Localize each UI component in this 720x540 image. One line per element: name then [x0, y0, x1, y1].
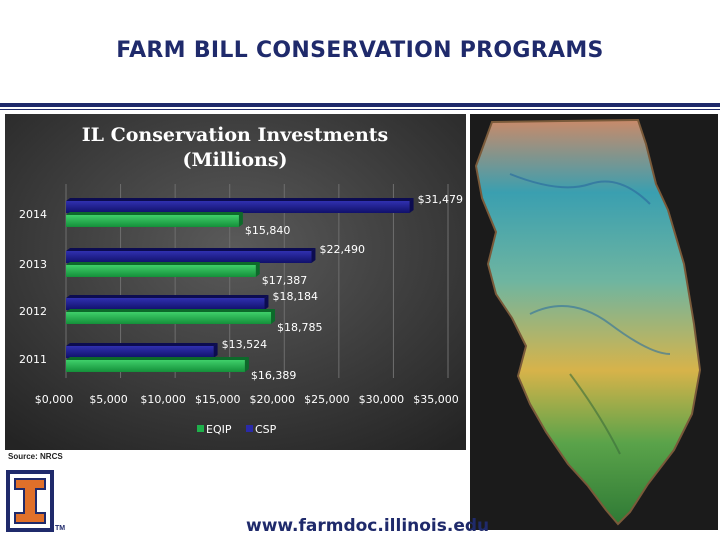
csp-data-label: $31,479: [418, 193, 464, 206]
category-label: 2014: [19, 208, 47, 221]
x-tick-label: $30,000: [359, 393, 405, 406]
x-tick-label: $15,000: [195, 393, 241, 406]
csp-data-label: $18,184: [272, 290, 318, 303]
legend-label: EQIP: [206, 423, 232, 436]
csp-bar-top: [66, 295, 269, 298]
csp-data-label: $22,490: [319, 243, 365, 256]
x-tick-label: $35,000: [413, 393, 459, 406]
eqip-bar-top: [66, 309, 276, 312]
chart-title-line-1: IL Conservation Investments: [82, 124, 389, 146]
eqip-bar: [66, 312, 272, 324]
eqip-bar: [66, 265, 256, 277]
trademark-mark: TM: [55, 525, 66, 532]
eqip-data-label: $16,389: [251, 369, 296, 382]
source-note: Source: NRCS: [8, 452, 63, 461]
csp-bar-side: [213, 343, 218, 358]
x-tick-label: $25,000: [304, 393, 350, 406]
eqip-bar-side: [271, 309, 276, 324]
eqip-bar-side: [255, 262, 260, 277]
x-tick-label: $20,000: [250, 393, 296, 406]
eqip-bar-top: [66, 212, 243, 215]
category-label: 2012: [19, 305, 47, 318]
title-rule-thin: [0, 109, 720, 110]
category-labels: 2014 2013 2012 2011: [19, 208, 47, 366]
chart-title-line-2: (Millions): [182, 149, 287, 171]
csp-bar: [66, 201, 410, 213]
csp-bar: [66, 346, 214, 358]
illinois-block-i-logo: [6, 470, 54, 532]
eqip-bar-top: [66, 262, 260, 265]
website-url[interactable]: www.farmdoc.illinois.edu: [246, 516, 490, 536]
eqip-bar-side: [238, 212, 243, 227]
csp-data-label: $13,524: [222, 338, 268, 351]
csp-bar-top: [66, 198, 414, 201]
eqip-bar-top: [66, 357, 249, 360]
x-tick-label: $5,000: [89, 393, 128, 406]
eqip-bar: [66, 360, 245, 372]
legend-swatch: [246, 425, 253, 432]
eqip-data-label: $15,840: [245, 224, 290, 237]
eqip-data-label: $18,785: [277, 321, 323, 334]
category-label: 2013: [19, 258, 47, 271]
title-rule: [0, 103, 720, 107]
csp-bar-side: [264, 295, 269, 310]
legend-swatch: [197, 425, 204, 432]
category-label: 2011: [19, 353, 47, 366]
csp-bar: [66, 298, 265, 310]
legend: EQIP CSP: [197, 423, 277, 436]
chart: IL Conservation Investments (Millions) $…: [5, 114, 466, 450]
bars: $31,479 $15,840 $22,490 $17,387 $18,184 $18,7…: [66, 193, 463, 382]
x-tick-labels: $0,000 $5,000 $10,000 $15,000 $20,000 $25,000…: [35, 393, 459, 406]
slide-title: FARM BILL CONSERVATION PROGRAMS: [116, 38, 604, 63]
chart-background: [5, 114, 466, 450]
illinois-shape: [474, 118, 702, 526]
x-tick-label: $10,000: [140, 393, 186, 406]
csp-bar: [66, 251, 312, 263]
eqip-data-label: $17,387: [262, 274, 308, 287]
csp-bar-top: [66, 248, 316, 251]
x-tick-label: $0,000: [35, 393, 74, 406]
legend-label: CSP: [255, 423, 277, 436]
csp-bar-side: [409, 198, 414, 213]
csp-bar-side: [311, 248, 316, 263]
illinois-relief-map-image: [470, 114, 718, 530]
csp-bar-top: [66, 343, 218, 346]
eqip-bar: [66, 215, 239, 227]
eqip-bar-side: [244, 357, 249, 372]
